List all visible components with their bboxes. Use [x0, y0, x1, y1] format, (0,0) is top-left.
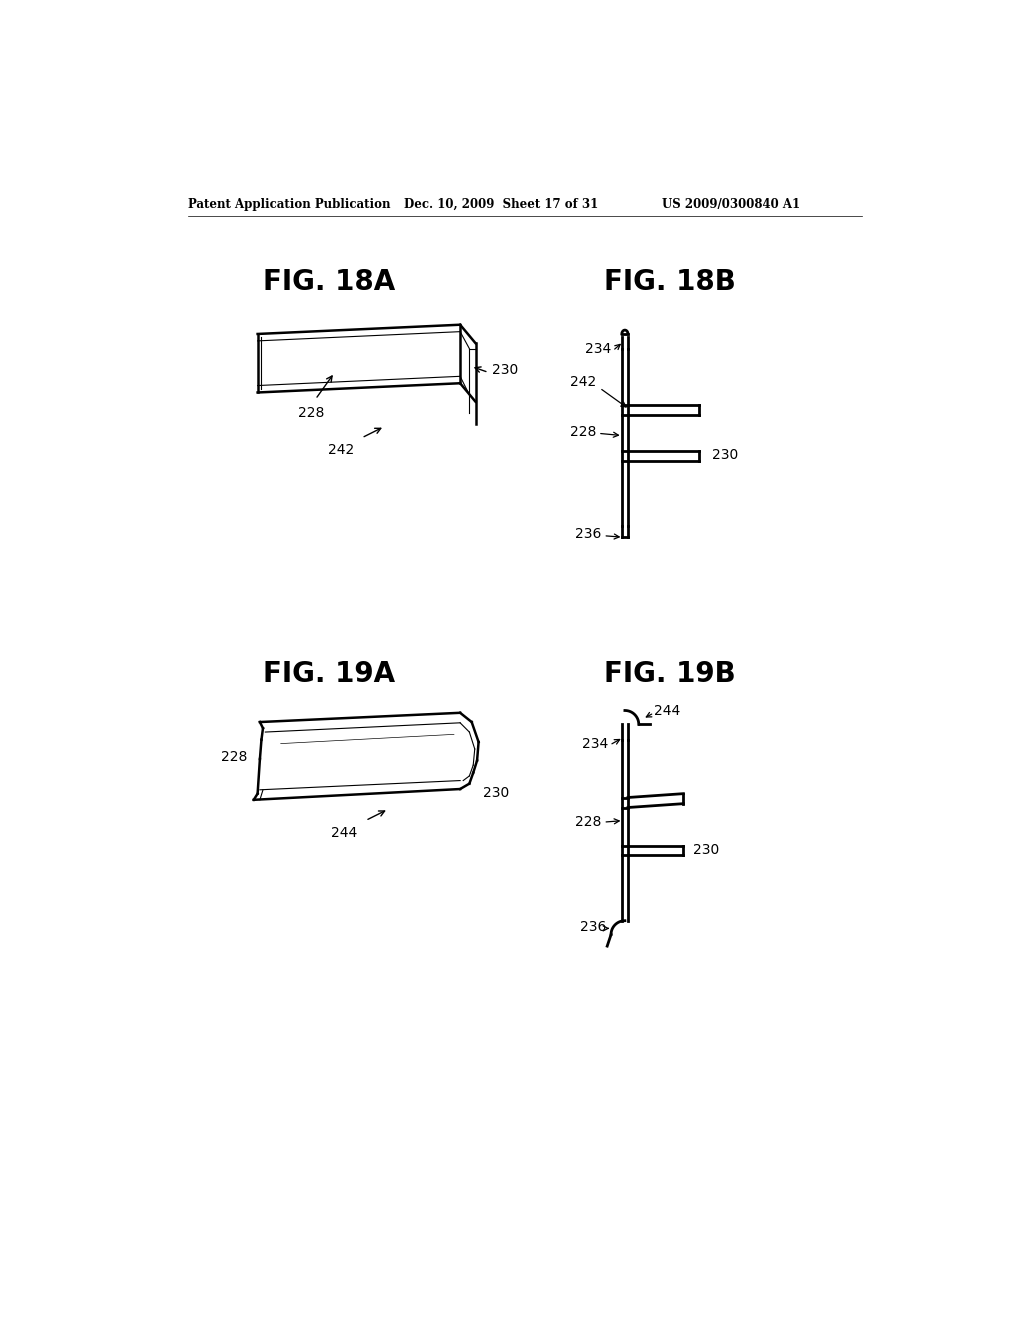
Text: 230: 230: [493, 363, 519, 378]
Text: 230: 230: [483, 785, 510, 800]
Text: 228: 228: [221, 751, 248, 764]
Text: 242: 242: [328, 444, 354, 457]
Text: 228: 228: [570, 425, 596, 438]
Text: Patent Application Publication: Patent Application Publication: [188, 198, 391, 211]
Text: 230: 230: [692, 843, 719, 857]
Text: US 2009/0300840 A1: US 2009/0300840 A1: [662, 198, 800, 211]
Text: 244: 244: [654, 705, 680, 718]
Text: FIG. 18A: FIG. 18A: [263, 268, 395, 296]
Text: 228: 228: [575, 816, 602, 829]
Text: 228: 228: [298, 407, 325, 420]
Text: 244: 244: [332, 826, 357, 840]
Text: FIG. 19A: FIG. 19A: [263, 660, 395, 688]
Text: 236: 236: [575, 527, 602, 541]
Text: FIG. 19B: FIG. 19B: [604, 660, 735, 688]
Text: 234: 234: [582, 737, 608, 751]
Text: 242: 242: [570, 375, 596, 388]
Text: FIG. 18B: FIG. 18B: [603, 268, 735, 296]
Text: 236: 236: [580, 920, 606, 933]
Text: Dec. 10, 2009  Sheet 17 of 31: Dec. 10, 2009 Sheet 17 of 31: [403, 198, 598, 211]
Text: 230: 230: [712, 447, 738, 462]
Text: 234: 234: [585, 342, 611, 356]
